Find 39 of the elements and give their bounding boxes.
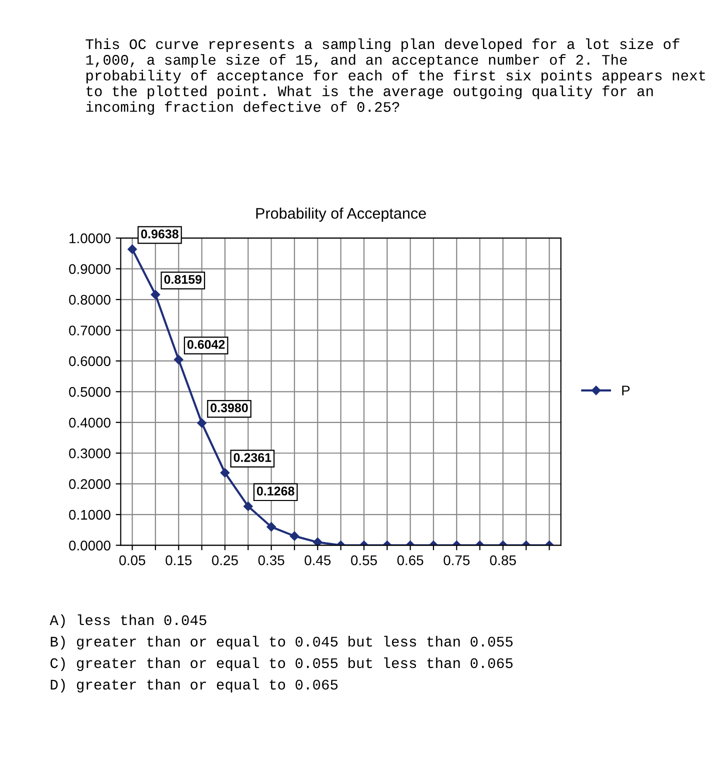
y-tick-label: 0.2000 <box>69 479 110 490</box>
y-tick-label: 0.5000 <box>69 387 110 397</box>
text: A) less than 0.045 <box>50 614 206 628</box>
point <box>150 290 160 300</box>
data-label: 0.1268 <box>256 486 294 496</box>
text: B) greater than or equal to 0.045 but less than 0.055 <box>50 636 513 650</box>
y-tick-label: 0.1000 <box>69 510 110 520</box>
y-tick-label: 0.0000 <box>69 540 110 550</box>
text: C) greater than or equal to 0.055 but less than 0.065 <box>50 657 513 671</box>
x-tick-label: 0.25 <box>212 555 238 566</box>
x-tick-label: 0.55 <box>350 555 377 566</box>
x-tick-label: 0.45 <box>304 555 331 566</box>
text: This OC curve represents a sampling plan developed for a lot size of 1,000, a sample size of 15, and an acceptance number of 2. The probability of acceptance for each of the first six points appears next to the plotted point. What is the average outgoing quality for an incoming fraction defective of 0.25? <box>86 38 706 115</box>
y-tick-label: 1.0000 <box>70 233 110 244</box>
y-tick-label: 0.9000 <box>69 264 110 274</box>
data-label: 0.2361 <box>234 453 272 462</box>
chart-title: Probability of Acceptance <box>256 208 426 222</box>
data-label: 0.3980 <box>210 403 248 412</box>
y-tick-label: 0.4000 <box>69 418 110 428</box>
y-tick-label: 0.6000 <box>69 356 110 366</box>
y-tick-label: 0.8000 <box>69 294 110 305</box>
data-label: 0.9638 <box>141 230 178 238</box>
point <box>313 538 322 546</box>
legend-label: P <box>622 386 630 396</box>
point <box>220 468 230 478</box>
y-tick-label: 0.7000 <box>69 326 110 336</box>
x-tick-label: 0.35 <box>258 555 284 566</box>
point <box>197 418 206 428</box>
point <box>128 244 137 254</box>
x-tick-label: 0.65 <box>397 555 424 566</box>
x-tick-label: 0.15 <box>166 555 192 566</box>
y-tick-label: 0.3000 <box>69 448 110 458</box>
x-tick-label: 0.05 <box>119 555 146 566</box>
data-label: 0.6042 <box>187 340 225 349</box>
x-tick-label: 0.75 <box>444 555 470 566</box>
point <box>174 355 184 364</box>
x-tick-label: 0.85 <box>490 555 516 566</box>
data-label: 0.8159 <box>164 274 202 284</box>
text: D) greater than or equal to 0.065 <box>50 678 338 693</box>
